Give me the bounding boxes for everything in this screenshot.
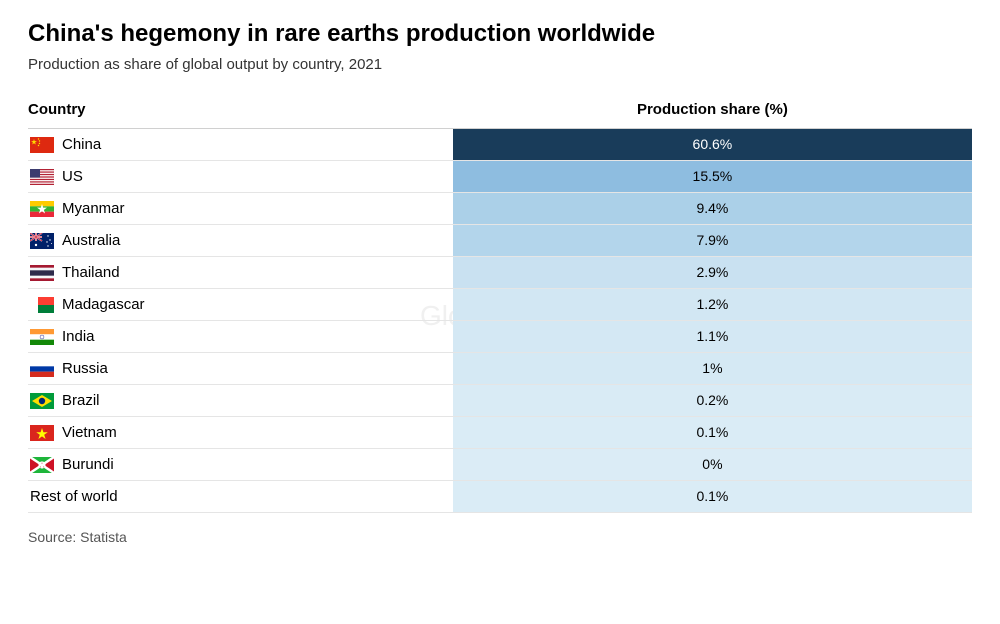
table-row: Burundi 0% [28,449,972,481]
source-attribution: Source: Statista [28,529,972,545]
table-row: Rest of world 0.1% [28,481,972,513]
production-share-value: 60.6% [453,129,972,160]
country-name: Madagascar [62,296,145,313]
table-row: Madagascar 1.2% [28,289,972,321]
country-name: China [62,136,101,153]
flag-icon [30,137,54,153]
production-share-value: 15.5% [453,161,972,192]
flag-icon [30,169,54,185]
production-share-value: 1% [453,353,972,384]
production-share-table: Country Production share (%) China60.6%U… [28,101,972,513]
column-header-country: Country [28,101,453,129]
production-share-value: 0% [453,449,972,480]
flag-icon [30,329,54,345]
table-row: China 60.6% [28,129,972,161]
country-name: Myanmar [62,200,125,217]
country-name: Vietnam [62,424,117,441]
production-share-value: 9.4% [453,193,972,224]
table-row: Australia 7.9% [28,225,972,257]
page-title: China's hegemony in rare earths producti… [28,20,972,48]
country-name: Australia [62,232,120,249]
flag-icon [30,201,54,217]
flag-icon [30,297,54,313]
country-name: Burundi [62,456,114,473]
flag-icon [30,265,54,281]
country-name: Thailand [62,264,120,281]
production-share-value: 1.2% [453,289,972,320]
flag-icon [30,233,54,249]
table-row: US 15.5% [28,161,972,193]
country-name: Russia [62,360,108,377]
flag-icon [30,361,54,377]
production-share-value: 7.9% [453,225,972,256]
production-share-value: 1.1% [453,321,972,352]
production-share-value: 0.1% [453,417,972,448]
country-name: Rest of world [30,488,118,505]
production-share-value: 2.9% [453,257,972,288]
table-row: India 1.1% [28,321,972,353]
country-name: Brazil [62,392,100,409]
table-row: Myanmar 9.4% [28,193,972,225]
production-share-value: 0.2% [453,385,972,416]
country-name: US [62,168,83,185]
flag-icon [30,393,54,409]
page-subtitle: Production as share of global output by … [28,56,972,73]
table-row: Russia 1% [28,353,972,385]
table-row: Vietnam 0.1% [28,417,972,449]
table-row: Thailand 2.9% [28,257,972,289]
country-name: India [62,328,95,345]
production-share-value: 0.1% [453,481,972,512]
column-header-share: Production share (%) [453,101,972,129]
table-row: Brazil 0.2% [28,385,972,417]
flag-icon [30,457,54,473]
flag-icon [30,425,54,441]
